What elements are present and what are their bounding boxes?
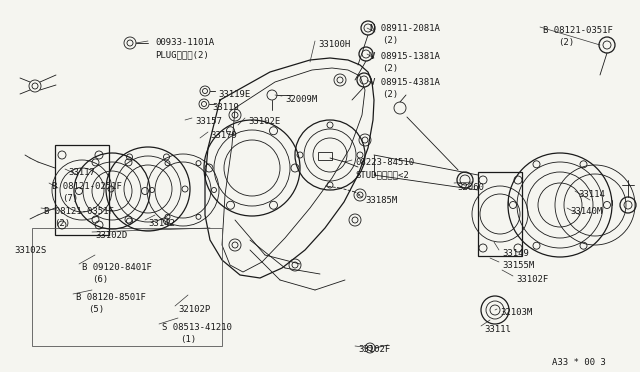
Text: 32102P: 32102P (178, 305, 211, 314)
Text: 32009M: 32009M (285, 95, 317, 104)
Text: 33185M: 33185M (365, 196, 397, 205)
Text: (2): (2) (382, 64, 398, 73)
Bar (32, 228, 222, 346)
Text: 33157: 33157 (195, 117, 222, 126)
Text: B 08120-8501F: B 08120-8501F (76, 293, 146, 302)
Text: A33 * 00 3: A33 * 00 3 (552, 358, 605, 367)
Text: 08223-84510: 08223-84510 (355, 158, 414, 167)
Text: 32060: 32060 (457, 183, 484, 192)
Text: STUDスタッド<2: STUDスタッド<2 (355, 170, 409, 179)
Text: (2): (2) (558, 38, 574, 47)
Text: S 08513-41210: S 08513-41210 (162, 323, 232, 332)
Text: 33114: 33114 (578, 190, 605, 199)
Text: 33102F: 33102F (358, 345, 390, 354)
Text: 32103M: 32103M (500, 308, 532, 317)
Bar (55, 145, 109, 235)
Text: 33155M: 33155M (502, 261, 534, 270)
Text: 33142: 33142 (148, 219, 175, 228)
Text: 33179: 33179 (210, 131, 237, 140)
Text: (2): (2) (382, 90, 398, 99)
Bar (318, 152, 332, 160)
Text: N 08911-2081A: N 08911-2081A (370, 24, 440, 33)
Text: B 08121-0251F: B 08121-0251F (52, 182, 122, 191)
Text: (5): (5) (88, 305, 104, 314)
Text: V 08915-1381A: V 08915-1381A (370, 52, 440, 61)
Text: 00933-1101A: 00933-1101A (155, 38, 214, 47)
Text: (6): (6) (92, 275, 108, 284)
Polygon shape (205, 58, 374, 278)
Text: 33119: 33119 (212, 103, 239, 112)
Text: B 08121-0351F: B 08121-0351F (543, 26, 613, 35)
Text: 33102D: 33102D (95, 231, 127, 240)
Text: 33149: 33149 (502, 249, 529, 258)
Text: B 09120-8401F: B 09120-8401F (82, 263, 152, 272)
Text: 33102S: 33102S (14, 246, 46, 255)
Text: V 08915-4381A: V 08915-4381A (370, 78, 440, 87)
Text: 33100H: 33100H (318, 40, 350, 49)
Text: 33102E: 33102E (248, 117, 280, 126)
Text: B 08121-0351F: B 08121-0351F (44, 207, 114, 216)
Text: 33119E: 33119E (218, 90, 250, 99)
Bar (478, 172, 522, 256)
Text: (7): (7) (62, 194, 78, 203)
Text: 33117: 33117 (68, 168, 95, 177)
Text: 33140M: 33140M (570, 207, 602, 216)
Text: (1): (1) (180, 335, 196, 344)
Text: 33102F: 33102F (516, 275, 548, 284)
Text: 3311l: 3311l (484, 325, 511, 334)
Text: PLUGプラグ(2): PLUGプラグ(2) (155, 50, 209, 59)
Text: (2): (2) (382, 36, 398, 45)
Text: (2): (2) (54, 219, 70, 228)
